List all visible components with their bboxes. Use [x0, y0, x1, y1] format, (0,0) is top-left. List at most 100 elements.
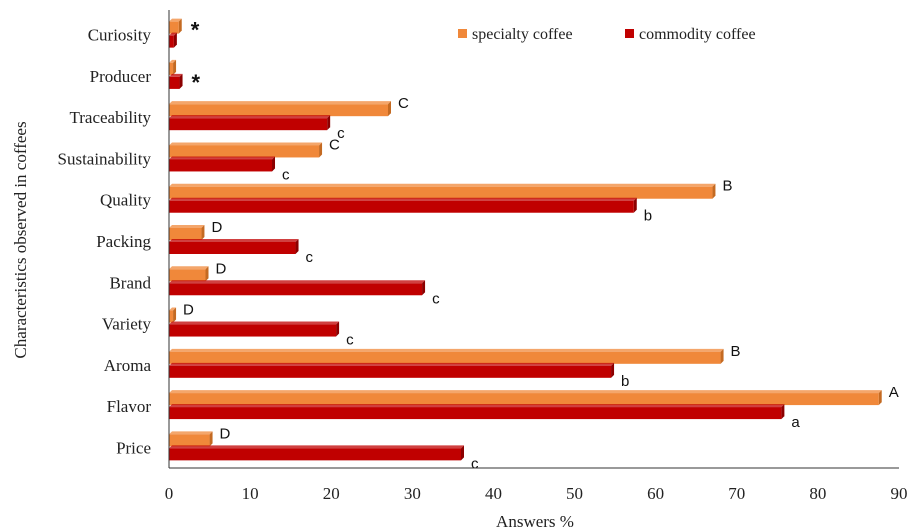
- bar-top-commodity-aroma: [169, 362, 615, 366]
- bar-top-specialty-traceability: [169, 101, 391, 105]
- letter-label-specialty-brand: D: [216, 260, 227, 277]
- bar-specialty-quality: [169, 186, 713, 199]
- bar-top-specialty-aroma: [169, 348, 724, 352]
- legend-label-commodity: commodity coffee: [639, 26, 756, 43]
- bar-specialty-aroma: [169, 351, 721, 364]
- letter-label-commodity-traceability: c: [337, 125, 345, 142]
- letter-label-commodity-quality: b: [644, 208, 652, 225]
- bar-side-specialty-price: [209, 431, 213, 447]
- bar-top-commodity-price: [169, 445, 464, 449]
- letter-label-specialty-sustainability: C: [329, 136, 340, 153]
- bar-specialty-sustainability: [169, 145, 320, 158]
- bar-side-commodity-aroma: [611, 362, 615, 378]
- bar-side-commodity-traceability: [327, 115, 331, 131]
- bar-top-specialty-packing: [169, 225, 205, 228]
- x-tick-label-10: 10: [242, 484, 259, 503]
- letter-label-specialty-aroma: B: [731, 343, 741, 360]
- letter-label-specialty-variety: D: [183, 302, 194, 319]
- bar-commodity-flavor: [169, 407, 782, 420]
- bar-top-commodity-brand: [169, 280, 426, 284]
- category-label-price: Price: [116, 438, 151, 457]
- significance-star-commodity-producer: *: [192, 70, 201, 95]
- bar-specialty-variety: [169, 310, 174, 323]
- bar-top-commodity-packing: [169, 239, 299, 242]
- bar-top-specialty-curiosity: [169, 18, 182, 22]
- bar-side-commodity-variety: [336, 321, 340, 337]
- bar-side-commodity-price: [461, 445, 464, 461]
- bar-top-commodity-variety: [169, 321, 340, 325]
- legend-swatch-specialty: [458, 29, 467, 38]
- bar-commodity-curiosity: [169, 35, 174, 48]
- bar-side-specialty-quality: [712, 183, 716, 199]
- bar-side-specialty-flavor: [878, 390, 882, 406]
- x-tick-labels: 0 10 20 30 40 50 60 70 80 90: [165, 484, 908, 503]
- category-label-curiosity: Curiosity: [88, 26, 152, 45]
- letter-label-commodity-flavor: a: [791, 414, 800, 431]
- legend: specialty coffee commodity coffee: [458, 26, 756, 43]
- bar-commodity-brand: [169, 283, 423, 296]
- bar-side-commodity-flavor: [781, 404, 785, 420]
- x-tick-label-40: 40: [485, 484, 502, 503]
- bar-top-specialty-quality: [169, 183, 716, 187]
- bar-side-specialty-producer: [173, 59, 177, 75]
- category-label-producer: Producer: [90, 67, 152, 86]
- bar-top-commodity-flavor: [169, 404, 785, 408]
- legend-label-specialty: specialty coffee: [472, 26, 573, 43]
- bar-side-commodity-producer: [179, 73, 183, 89]
- x-tick-label-60: 60: [647, 484, 664, 503]
- bar-commodity-variety: [169, 324, 337, 337]
- bar-top-commodity-producer: [169, 73, 183, 77]
- bar-commodity-packing: [169, 242, 296, 254]
- bar-side-specialty-sustainability: [319, 142, 323, 158]
- letter-label-commodity-packing: c: [306, 249, 314, 266]
- bar-top-commodity-curiosity: [169, 32, 177, 36]
- bar-top-commodity-traceability: [169, 115, 331, 119]
- x-tick-label-30: 30: [404, 484, 421, 503]
- category-label-packing: Packing: [96, 232, 151, 251]
- bars-layer: [169, 18, 882, 461]
- category-label-traceability: Traceability: [69, 108, 151, 127]
- category-label-quality: Quality: [100, 191, 151, 210]
- bar-top-specialty-variety: [169, 307, 177, 311]
- letter-label-commodity-variety: c: [346, 332, 354, 349]
- bar-commodity-aroma: [169, 365, 612, 378]
- x-tick-label-50: 50: [566, 484, 583, 503]
- bar-side-commodity-curiosity: [173, 32, 177, 48]
- x-tick-label-70: 70: [728, 484, 745, 503]
- bar-top-specialty-sustainability: [169, 142, 323, 146]
- bar-specialty-producer: [169, 62, 174, 75]
- bar-top-specialty-price: [169, 431, 213, 435]
- bar-side-commodity-packing: [295, 239, 299, 254]
- bar-specialty-traceability: [169, 104, 388, 117]
- bar-specialty-price: [169, 434, 210, 447]
- letter-label-specialty-packing: D: [211, 219, 222, 236]
- bar-side-specialty-brand: [205, 266, 209, 282]
- letter-label-specialty-flavor: A: [889, 384, 899, 401]
- bar-commodity-traceability: [169, 118, 328, 131]
- category-label-variety: Variety: [102, 315, 152, 334]
- y-axis-title: Characteristics observed in coffees: [11, 121, 30, 358]
- bar-side-specialty-aroma: [720, 348, 724, 364]
- category-label-aroma: Aroma: [104, 356, 152, 375]
- x-tick-label-80: 80: [809, 484, 826, 503]
- bar-side-commodity-sustainability: [272, 156, 276, 172]
- bar-top-specialty-brand: [169, 266, 209, 270]
- bar-commodity-producer: [169, 76, 180, 89]
- bar-side-specialty-curiosity: [178, 18, 182, 34]
- bar-side-specialty-variety: [173, 307, 177, 323]
- x-axis-title: Answers %: [496, 512, 574, 531]
- x-tick-label-0: 0: [165, 484, 174, 503]
- bar-commodity-quality: [169, 200, 634, 213]
- category-label-brand: Brand: [109, 273, 151, 292]
- bar-top-specialty-producer: [169, 59, 177, 63]
- significance-star-specialty-curiosity: *: [191, 18, 200, 43]
- letter-label-commodity-brand: c: [432, 290, 440, 307]
- legend-swatch-commodity: [625, 29, 634, 38]
- letter-label-commodity-aroma: b: [621, 373, 629, 390]
- category-label-sustainability: Sustainability: [58, 149, 152, 168]
- bar-side-commodity-quality: [633, 197, 637, 213]
- bar-top-commodity-sustainability: [169, 156, 276, 160]
- bar-commodity-sustainability: [169, 159, 273, 172]
